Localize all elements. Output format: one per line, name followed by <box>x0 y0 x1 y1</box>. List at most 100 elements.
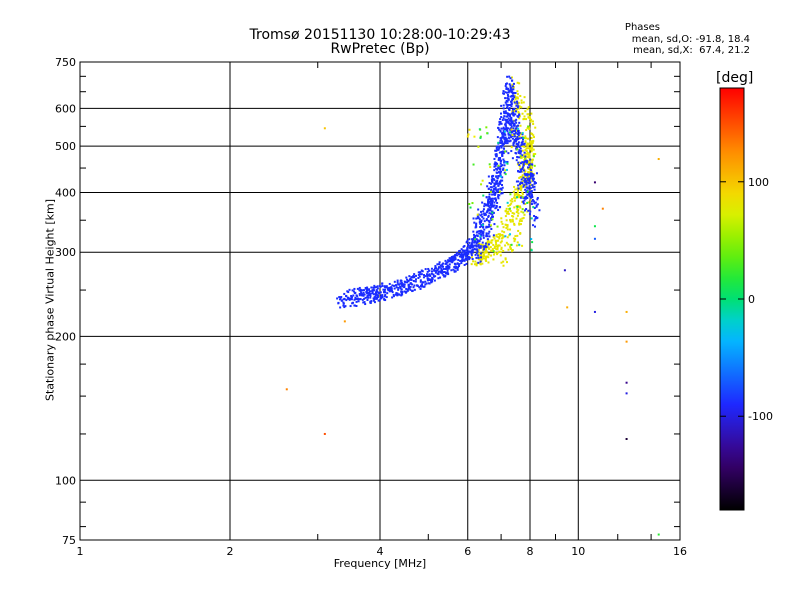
o-mode-point <box>442 262 445 265</box>
x-mode-point <box>488 247 491 250</box>
o-mode-point <box>531 172 534 175</box>
o-mode-point <box>536 196 539 199</box>
o-mode-point <box>520 181 523 184</box>
x-mode-point <box>506 228 509 231</box>
o-mode-point <box>506 75 509 78</box>
o-mode-point <box>505 103 508 106</box>
o-mode-point <box>532 200 535 203</box>
o-mode-point <box>468 258 471 261</box>
o-mode-point <box>408 287 411 290</box>
x-mode-point <box>519 232 522 235</box>
o-mode-point <box>527 173 530 176</box>
o-mode-point <box>500 192 503 195</box>
o-mode-point <box>515 142 518 145</box>
o-mode-point <box>444 267 447 270</box>
o-mode-point <box>507 120 510 123</box>
o-mode-point <box>351 289 354 292</box>
o-mode-point <box>456 254 459 257</box>
o-mode-point <box>447 272 450 275</box>
o-mode-point <box>527 193 530 196</box>
o-mode-point <box>523 151 526 154</box>
x-mode-point <box>511 218 514 221</box>
o-mode-point <box>534 201 537 204</box>
o-mode-point <box>507 95 510 98</box>
o-mode-point <box>526 173 529 176</box>
o-mode-point <box>457 259 460 262</box>
o-mode-point <box>377 299 380 302</box>
o-mode-point <box>505 115 508 118</box>
o-mode-point <box>492 211 495 214</box>
o-mode-point <box>515 118 518 121</box>
mixed-phase-point <box>469 206 472 209</box>
x-mode-point <box>510 250 513 253</box>
o-mode-point <box>491 210 494 213</box>
o-mode-point <box>373 301 376 304</box>
o-mode-point <box>500 170 503 173</box>
o-mode-point <box>501 176 504 179</box>
o-mode-point <box>428 282 431 285</box>
o-mode-point <box>533 181 536 184</box>
o-mode-point <box>431 276 434 279</box>
o-mode-point <box>510 118 513 121</box>
o-mode-point <box>475 245 478 248</box>
x-mode-point <box>526 108 529 111</box>
o-mode-point <box>424 283 427 286</box>
o-mode-point <box>504 84 507 87</box>
x-tick-label-3: 6 <box>464 545 471 558</box>
x-mode-point <box>487 239 490 242</box>
isolated-point-2 <box>285 388 288 391</box>
x-mode-point <box>481 252 484 255</box>
x-mode-point <box>479 262 482 265</box>
x-mode-point <box>513 193 516 196</box>
o-mode-point <box>470 242 473 245</box>
o-mode-point <box>509 104 512 107</box>
x-mode-point <box>523 137 526 140</box>
isolated-point-15 <box>625 437 628 440</box>
o-mode-point <box>491 181 494 184</box>
x-mode-point <box>524 170 527 173</box>
o-mode-point <box>479 252 482 255</box>
o-mode-point <box>461 249 464 252</box>
o-mode-point <box>436 272 439 275</box>
o-mode-point <box>485 235 488 238</box>
mixed-phase-point <box>505 168 508 171</box>
o-mode-point <box>369 294 372 297</box>
o-mode-point <box>512 94 515 97</box>
o-mode-point <box>505 106 508 109</box>
o-mode-point <box>501 119 504 122</box>
o-mode-point <box>487 187 490 190</box>
o-mode-point <box>506 118 509 121</box>
x-mode-point <box>528 128 531 131</box>
o-mode-point <box>523 142 526 145</box>
o-mode-point <box>487 205 490 208</box>
o-mode-point <box>507 132 510 135</box>
o-mode-point <box>487 243 490 246</box>
o-mode-point <box>516 137 519 140</box>
x-mode-point <box>526 180 529 183</box>
o-mode-point <box>510 103 513 106</box>
o-mode-point <box>503 164 506 167</box>
o-mode-point <box>355 300 358 303</box>
x-mode-point <box>518 165 521 168</box>
mixed-phase-point <box>510 128 513 131</box>
o-mode-point <box>441 269 444 272</box>
o-mode-point <box>452 268 455 271</box>
o-mode-point <box>383 285 386 288</box>
o-mode-point <box>482 217 485 220</box>
o-mode-point <box>446 269 449 272</box>
o-mode-point <box>499 172 502 175</box>
o-mode-point <box>504 110 507 113</box>
o-mode-point <box>511 137 514 140</box>
x-mode-point <box>519 94 522 97</box>
o-mode-point <box>506 91 509 94</box>
o-mode-point <box>524 197 527 200</box>
o-mode-point <box>483 214 486 217</box>
o-mode-point <box>528 180 531 183</box>
o-mode-point <box>401 285 404 288</box>
mixed-phase-point <box>489 224 492 227</box>
x-mode-point <box>521 112 524 115</box>
x-mode-point <box>520 156 523 159</box>
o-mode-point <box>518 183 521 186</box>
o-mode-point <box>366 294 369 297</box>
o-mode-point <box>420 273 423 276</box>
